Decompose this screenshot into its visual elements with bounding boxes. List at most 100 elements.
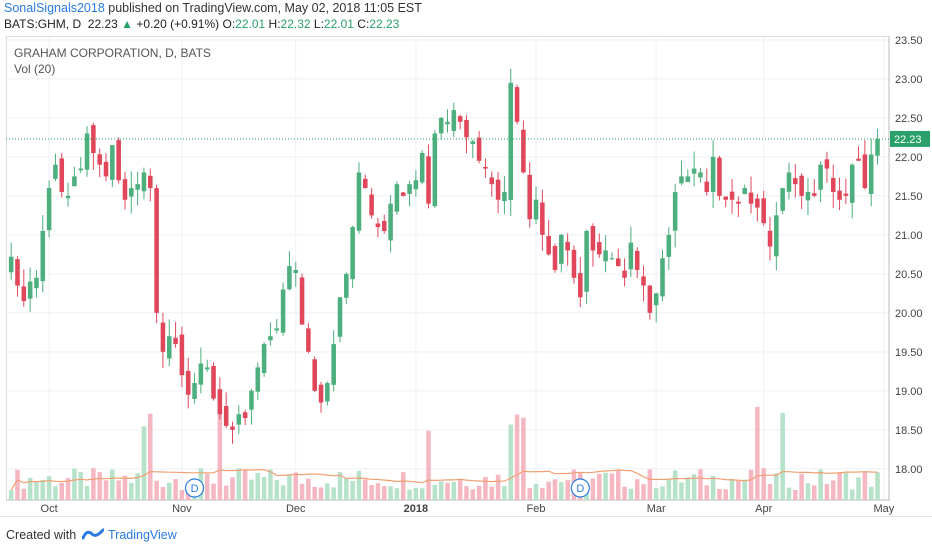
candle-body: [736, 201, 741, 204]
candle-body: [363, 178, 368, 189]
candle-body: [8, 256, 14, 273]
dividend-marker: [570, 478, 590, 498]
volume-bar: [622, 486, 627, 500]
y-tick-label: 19.00: [895, 386, 923, 398]
volume-bar: [116, 480, 121, 500]
published-text: published on TradingView.com, May 02, 20…: [108, 1, 422, 15]
candle-body: [843, 193, 849, 196]
candle-body: [830, 177, 836, 192]
ohlc-line: BATS:GHM, D 22.23 ▲ +0.20 (+0.91%) O:22.…: [4, 17, 399, 31]
candle-body: [337, 297, 343, 337]
candle-body: [540, 202, 545, 235]
close-value: 22.23: [369, 17, 400, 31]
candle-body: [148, 175, 153, 189]
candle-body: [812, 193, 817, 196]
volume-bar: [812, 485, 817, 500]
volume-bar: [445, 482, 450, 500]
dividend-marker: [184, 478, 205, 498]
candle-body: [483, 166, 488, 169]
candle-body: [849, 164, 855, 203]
candle-body: [723, 196, 729, 200]
volume-bar: [875, 472, 880, 500]
volume-bar: [27, 477, 33, 500]
volume-bar: [590, 478, 596, 500]
volume-bar: [426, 430, 431, 500]
price-change: +0.20 (+0.91%): [136, 17, 220, 31]
volume-bar: [736, 479, 741, 500]
candle-body: [59, 158, 65, 192]
candle-body: [672, 191, 678, 231]
volume-bar: [533, 483, 539, 500]
volume-bar: [489, 486, 495, 500]
candle-body: [628, 242, 634, 270]
y-tick-label: 23.50: [895, 36, 923, 47]
candle-body: [508, 82, 514, 200]
volume-bar: [325, 483, 330, 500]
volume-bar: [710, 475, 716, 500]
candle-body: [590, 226, 596, 251]
volume-bar: [129, 482, 134, 500]
up-arrow-icon: ▲: [121, 17, 134, 31]
candle-body: [698, 172, 703, 178]
volume-bar: [8, 490, 14, 500]
candle-body: [419, 152, 425, 183]
candle-body: [400, 192, 406, 196]
candle-body: [211, 365, 216, 399]
volume-bar: [160, 487, 166, 500]
candle-body: [565, 241, 570, 251]
candle-body: [704, 181, 710, 192]
volume-bar: [173, 479, 178, 500]
candle-body: [185, 370, 191, 395]
candle-body: [679, 176, 684, 184]
candle-body: [46, 188, 52, 231]
candle-body: [615, 258, 621, 267]
volume-bar: [502, 485, 507, 500]
candle-body: [514, 87, 520, 122]
low-value: 22.01: [323, 17, 354, 31]
candle-body: [299, 277, 305, 325]
tradingview-brand-link[interactable]: TradingView: [108, 528, 177, 542]
candle-body: [154, 188, 159, 313]
volume-bar: [527, 488, 532, 500]
candle-body: [824, 159, 830, 169]
open-label: O:: [222, 17, 236, 31]
x-tick-label: Mar: [647, 503, 666, 515]
volume-bar: [432, 484, 438, 500]
candle-body: [388, 203, 393, 241]
volume-bar: [148, 413, 153, 500]
volume-bar: [369, 485, 374, 500]
volume-bar: [805, 483, 811, 500]
volume-bar: [211, 483, 216, 500]
candle-body: [407, 184, 412, 194]
candle-body: [748, 192, 754, 204]
volume-bar: [609, 473, 615, 500]
dividend-marker-label: D: [576, 483, 584, 495]
candle-body: [856, 158, 861, 161]
volume-bar: [381, 486, 387, 500]
volume-bar: [672, 470, 678, 500]
candle-body: [742, 188, 747, 195]
volume-bar: [723, 489, 729, 500]
price-chart[interactable]: 18.00 18.50 19.00 19.50 20.00 20.50 21.00 21.50…: [6, 36, 932, 516]
x-tick-label: Feb: [527, 503, 546, 515]
volume-bar: [407, 489, 412, 500]
volume-bar: [34, 481, 39, 500]
candle-body: [236, 414, 242, 425]
volume-bar: [249, 479, 254, 500]
author-link[interactable]: SonalSignals2018: [4, 1, 105, 15]
candle-body: [381, 220, 387, 231]
volume-bar: [97, 472, 102, 500]
volume-bar: [375, 483, 381, 500]
volume-bar: [653, 488, 659, 500]
candle-body: [34, 277, 39, 289]
y-tick-label: 18.50: [895, 425, 923, 437]
chart-legend: GRAHAM CORPORATION, D, BATS Vol (20): [14, 45, 211, 77]
volume-bar: [786, 487, 792, 500]
publish-line: SonalSignals2018 published on TradingVie…: [4, 1, 422, 15]
candle-body: [464, 119, 469, 138]
candle-body: [261, 344, 267, 373]
volume-bar: [306, 478, 311, 500]
created-with-text: Created with: [6, 528, 77, 542]
volume-bar: [293, 472, 299, 500]
candle-body: [166, 336, 172, 359]
